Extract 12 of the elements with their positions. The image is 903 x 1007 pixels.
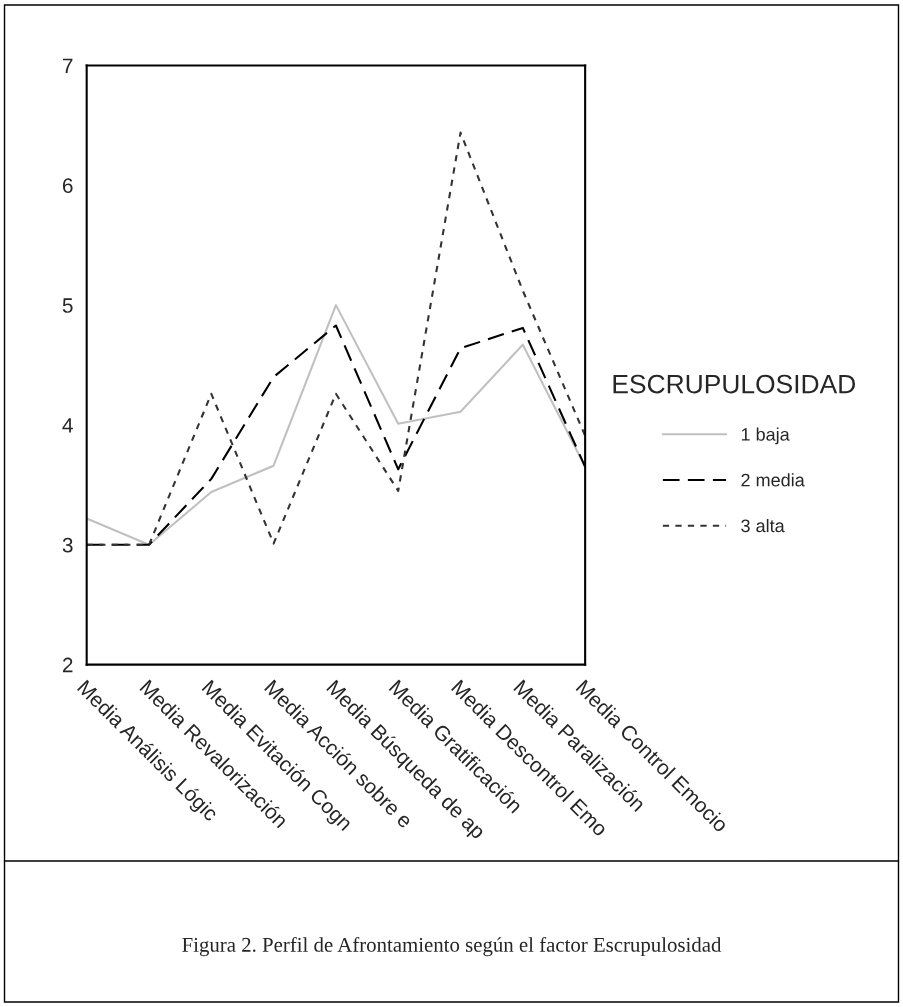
y-tick-label: 6 — [62, 178, 73, 194]
y-tick-label: 7 — [62, 58, 73, 73]
y-tick-label: 4 — [62, 418, 73, 433]
legend-label: 2 media — [741, 473, 805, 487]
legend-label: 3 alta — [741, 518, 785, 533]
legend-title: ESCRUPULOSIDAD — [613, 374, 855, 394]
text: Figura 2. Perfil de Afrontamiento según el factor Escrupulosidad — [182, 937, 722, 957]
line-series — [86, 131, 586, 546]
legend-label: 1 baja — [741, 427, 790, 445]
y-tick-label: 2 — [62, 657, 73, 673]
y-tick-label: 3 — [62, 537, 73, 553]
y-tick-label: 5 — [62, 298, 73, 313]
